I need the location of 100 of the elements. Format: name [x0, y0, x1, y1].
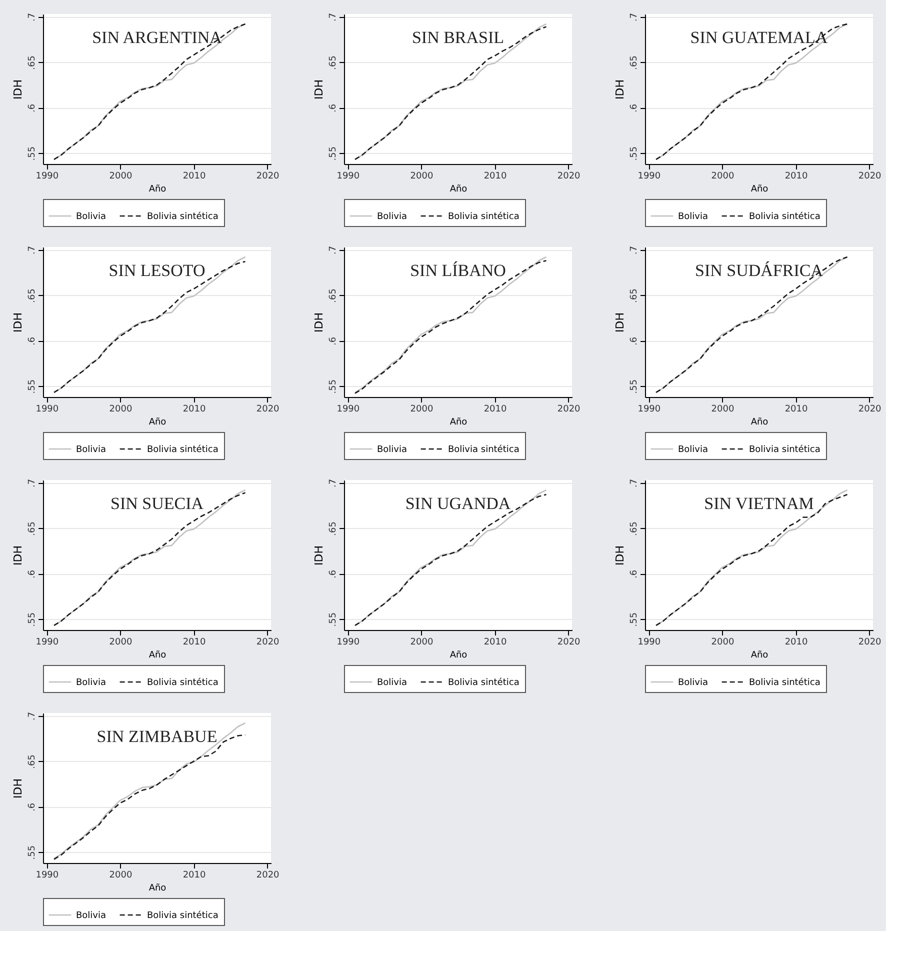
x-tick-label: 2010 [784, 404, 808, 414]
line-series [53, 23, 246, 160]
legend-label: Bolivia [76, 212, 106, 222]
y-axis-title: IDH [12, 80, 24, 100]
y-axis-title: IDH [614, 312, 626, 332]
x-tick-label: 2000 [109, 404, 132, 414]
x-tick-label: 2000 [410, 404, 434, 414]
y-axis-title: IDH [312, 546, 326, 566]
y-tick-label: .65 [28, 522, 38, 536]
y-tick-label: .6 [28, 802, 38, 812]
x-axis-title: Año [450, 418, 468, 428]
legend-label: Bolivia [678, 445, 708, 455]
legend-label: Bolivia sintética [749, 677, 820, 688]
legend-label: Bolivia sintética [147, 677, 218, 688]
text: SIN LESOTO [108, 261, 206, 280]
y-tick-label: .65 [630, 288, 640, 303]
x-tick-label: 1990 [638, 638, 661, 648]
x-tick-label: 2020 [557, 638, 581, 648]
y-axis-title: IDH [12, 778, 24, 798]
y-tick-label: .6 [630, 570, 640, 578]
legend-label: Bolivia sintética [448, 211, 520, 222]
line-series [655, 256, 848, 394]
x-tick-label: 1990 [638, 172, 661, 182]
x-tick-label: 2010 [484, 172, 507, 182]
x-tick-label: 2010 [182, 638, 206, 648]
x-axis-title: Año [148, 650, 167, 660]
x-tick-label: 2020 [858, 404, 882, 414]
y-tick-label: .55 [28, 612, 38, 627]
text: SIN UGANDA [405, 494, 512, 513]
y-tick-label: .6 [28, 336, 38, 346]
text: SIN SUDÁFRICA [695, 261, 824, 280]
y-axis-title: IDH [312, 80, 326, 100]
legend-label: Bolivia sintética [448, 677, 520, 688]
x-tick-label: 2010 [182, 870, 206, 880]
x-tick-label: 1990 [336, 404, 360, 414]
x-tick-label: 2010 [784, 172, 808, 182]
y-tick-label: .7 [630, 246, 640, 255]
x-tick-label: 2010 [182, 172, 206, 182]
y-tick-label: .65 [28, 754, 38, 769]
y-tick-label: .7 [328, 12, 338, 22]
y-tick-label: .65 [328, 522, 338, 536]
legend-label: Bolivia [678, 678, 708, 688]
y-tick-label: .6 [28, 104, 38, 112]
x-tick-label: 2000 [711, 638, 734, 648]
y-tick-label: .55 [630, 612, 640, 627]
legend-label: Bolivia [377, 212, 408, 222]
y-tick-label: .65 [328, 288, 338, 303]
legend-label: Bolivia [678, 212, 708, 222]
x-tick-label: 2020 [557, 172, 581, 182]
legend-label: Bolivia [377, 678, 408, 688]
x-tick-label: 2000 [410, 172, 434, 182]
y-tick-label: .7 [328, 246, 338, 255]
y-tick-label: .55 [28, 146, 38, 161]
y-tick-label: .55 [28, 845, 38, 860]
text: SIN VIETNAM [704, 494, 814, 513]
x-tick-label: 2000 [109, 638, 132, 648]
y-tick-label: .6 [630, 104, 640, 112]
x-tick-label: 2010 [182, 404, 206, 414]
x-tick-label: 2020 [858, 172, 882, 182]
legend-label: Bolivia [76, 445, 106, 455]
legend-label: Bolivia sintética [448, 444, 520, 455]
text: SIN LÍBANO [410, 261, 506, 280]
x-tick-label: 2010 [784, 638, 808, 648]
y-tick-label: .55 [328, 146, 338, 161]
x-tick-label: 1990 [36, 638, 59, 648]
text: SIN SUECIA [110, 494, 204, 513]
x-tick-label: 1990 [638, 404, 661, 414]
x-axis-title: Año [750, 650, 769, 660]
y-tick-label: .55 [630, 146, 640, 161]
x-tick-label: 2020 [858, 638, 882, 648]
y-tick-label: .7 [328, 478, 338, 488]
x-tick-label: 2000 [109, 870, 132, 880]
y-tick-label: .65 [630, 56, 640, 70]
y-tick-label: .65 [28, 56, 38, 70]
x-tick-label: 1990 [36, 172, 59, 182]
x-axis-title: Año [148, 184, 167, 194]
x-tick-label: 1990 [336, 172, 360, 182]
x-tick-label: 2020 [256, 172, 280, 182]
legend-label: Bolivia sintética [749, 211, 820, 222]
x-axis-title: Año [450, 650, 468, 660]
legend-label: Bolivia sintética [749, 444, 820, 455]
x-axis-title: Año [750, 184, 769, 194]
x-tick-label: 1990 [336, 638, 360, 648]
y-tick-label: .65 [328, 56, 338, 70]
x-tick-label: 2020 [557, 404, 581, 414]
y-tick-label: .7 [28, 712, 38, 721]
x-tick-label: 2000 [711, 172, 734, 182]
x-tick-label: 2020 [256, 404, 280, 414]
x-tick-label: 2020 [256, 870, 280, 880]
legend-label: Bolivia sintética [147, 444, 218, 455]
x-axis-title: Año [750, 418, 769, 428]
y-tick-label: .6 [328, 104, 338, 112]
text: SIN ARGENTINA [92, 28, 223, 47]
y-tick-label: .6 [328, 570, 338, 578]
x-tick-label: 2000 [109, 172, 132, 182]
y-tick-label: .55 [328, 379, 338, 394]
legend-label: Bolivia sintética [147, 211, 218, 222]
x-tick-label: 1990 [36, 404, 59, 414]
x-axis-title: Año [148, 418, 167, 428]
x-axis-title: Año [148, 884, 167, 894]
